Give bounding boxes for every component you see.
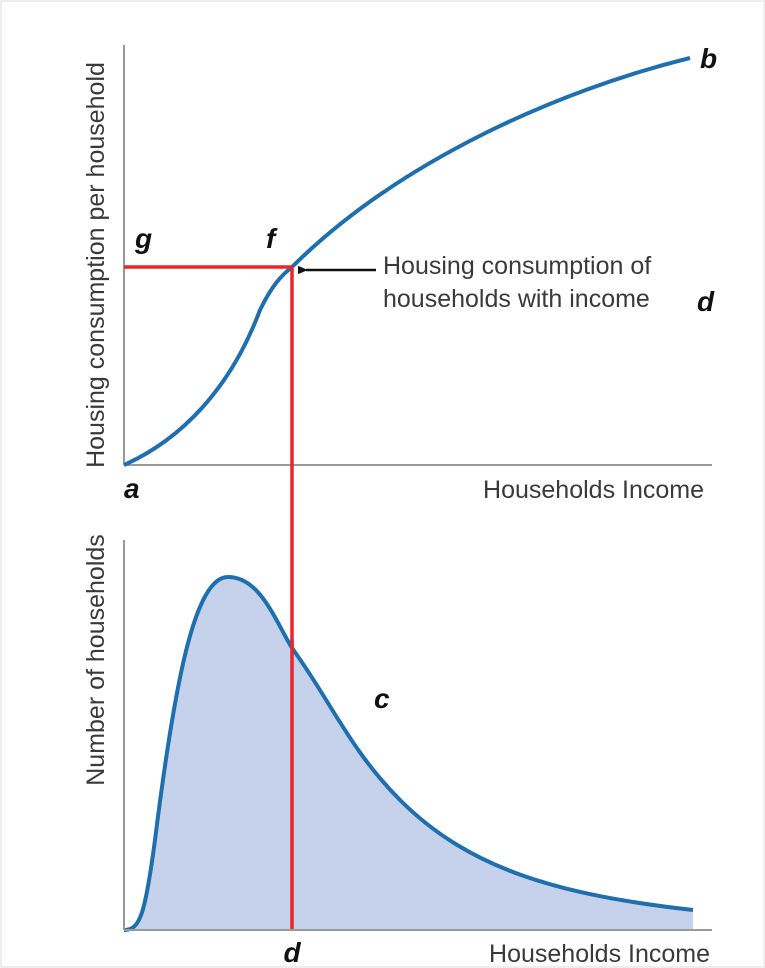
- y-axis-label: Number of households: [82, 534, 110, 786]
- point-label: b: [700, 43, 717, 74]
- point-label: a: [124, 473, 140, 504]
- point-label: d: [283, 937, 301, 968]
- x-axis-label: Households Income: [483, 476, 704, 504]
- x-axis-label: Households Income: [489, 940, 710, 968]
- annotation-line: households with income: [383, 285, 650, 313]
- point-label: c: [374, 683, 390, 714]
- annotation-point: d: [697, 286, 715, 317]
- point-label: f: [266, 223, 278, 254]
- annotation-line: Housing consumption of: [383, 252, 651, 280]
- distribution-curve: [123, 574, 694, 932]
- point-label: g: [134, 223, 152, 254]
- distribution-area: [124, 577, 693, 930]
- y-axis-label: Housing consumption per household: [82, 62, 110, 468]
